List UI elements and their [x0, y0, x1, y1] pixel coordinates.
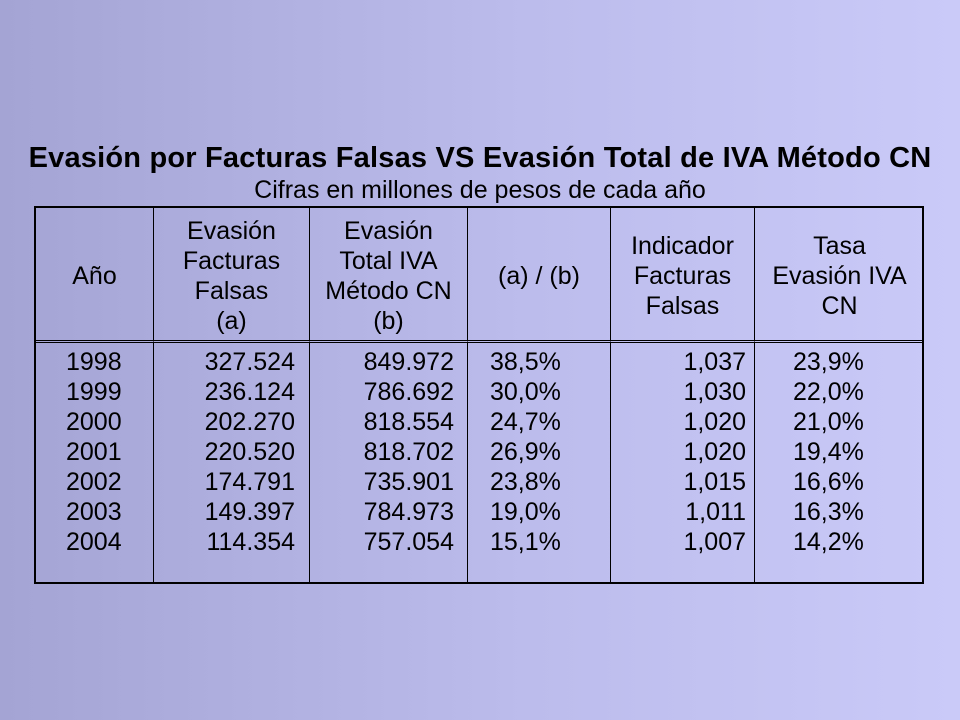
table-cell: 30,0%	[490, 378, 561, 406]
evasion-table: Año Evasión Facturas Falsas (a) Evasión …	[34, 206, 924, 584]
table-cell: 19,0%	[490, 498, 561, 526]
table-cell: 849.972	[363, 348, 454, 376]
column-indicador: 1,037 1,030 1,020 1,020 1,015 1,011 1,007	[611, 343, 755, 582]
table-cell: 2001	[66, 438, 122, 466]
table-cell: 114.354	[206, 528, 295, 556]
table-cell: 1,020	[683, 438, 746, 466]
column-tasa: 23,9% 22,0% 21,0% 19,4% 16,6% 16,3% 14,2%	[755, 343, 924, 582]
header-indicador: Indicador Facturas Falsas	[611, 208, 755, 343]
column-ratio: 38,5% 30,0% 24,7% 26,9% 23,8% 19,0% 15,1%	[468, 343, 611, 582]
table-cell: 19,4%	[793, 438, 864, 466]
table-cell: 786.692	[363, 378, 454, 406]
slide-title: Evasión por Facturas Falsas VS Evasión T…	[28, 142, 932, 174]
table-cell: 202.270	[204, 408, 295, 436]
header-tasa: Tasa Evasión IVA CN	[755, 208, 924, 343]
table-cell: 1,037	[683, 348, 746, 376]
table-cell: 1,030	[683, 378, 746, 406]
header-evasion-facturas: Evasión Facturas Falsas (a)	[154, 208, 310, 343]
table-cell: 2002	[66, 468, 122, 496]
table-cell: 1,007	[683, 528, 746, 556]
header-ano: Año	[36, 208, 154, 343]
table-cell: 220.520	[204, 438, 295, 466]
table-cell: 2000	[66, 408, 122, 436]
table-cell: 757.054	[363, 528, 454, 556]
table-cell: 2004	[66, 528, 122, 556]
column-ano: 1998 1999 2000 2001 2002 2003 2004	[36, 343, 154, 582]
table-cell: 16,3%	[793, 498, 864, 526]
table-cell: 23,9%	[793, 348, 864, 376]
table-cell: 174.791	[204, 468, 295, 496]
table-cell: 818.702	[363, 438, 454, 466]
header-ratio: (a) / (b)	[468, 208, 611, 343]
column-evasion-total: 849.972 786.692 818.554 818.702 735.901 784.9…	[310, 343, 468, 582]
table-cell: 149.397	[204, 498, 295, 526]
table-cell: 1,020	[683, 408, 746, 436]
table-cell: 15,1%	[490, 528, 561, 556]
table-cell: 784.973	[363, 498, 454, 526]
table-cell: 327.524	[204, 348, 295, 376]
slide-subtitle: Cifras en millones de pesos de cada año	[254, 176, 706, 204]
table-cell: 16,6%	[793, 468, 864, 496]
table-cell: 26,9%	[490, 438, 561, 466]
table-cell: 2003	[66, 498, 122, 526]
table-cell: 14,2%	[793, 528, 864, 556]
table-cell: 1,011	[685, 498, 746, 526]
table-cell: 1999	[66, 378, 122, 406]
table-cell: 24,7%	[490, 408, 561, 436]
table-cell: 21,0%	[793, 408, 864, 436]
table-cell: 735.901	[363, 468, 454, 496]
table-cell: 22,0%	[793, 378, 864, 406]
table-cell: 818.554	[363, 408, 454, 436]
column-evasion-facturas: 327.524 236.124 202.270 220.520 174.791 149.3…	[154, 343, 310, 582]
header-evasion-total: Evasión Total IVA Método CN (b)	[310, 208, 468, 343]
table-cell: 38,5%	[490, 348, 561, 376]
table-cell: 236.124	[204, 378, 295, 406]
table-cell: 1998	[66, 348, 122, 376]
table-cell: 23,8%	[490, 468, 561, 496]
table-cell: 1,015	[683, 468, 746, 496]
